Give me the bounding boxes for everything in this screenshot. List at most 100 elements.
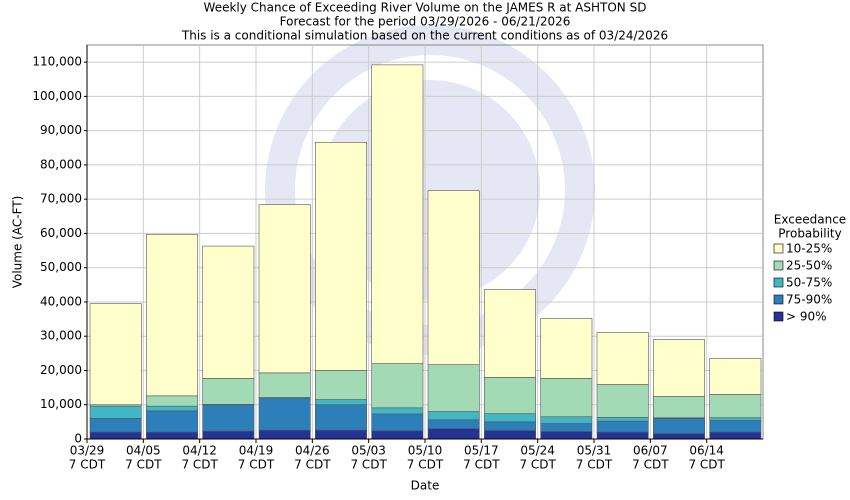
bar-segment — [371, 64, 424, 364]
bar-segment — [146, 395, 198, 407]
bar-segment — [540, 318, 593, 379]
legend-label: 75-90% — [786, 293, 832, 307]
x-tick-label: 04/19 — [239, 444, 274, 458]
bar-segment — [653, 396, 705, 419]
x-tick-label: 05/03 — [351, 444, 386, 458]
bar-segment — [258, 204, 311, 374]
bar-segment — [202, 404, 255, 432]
bar-segment — [315, 429, 367, 440]
legend-swatch — [773, 294, 784, 305]
legend-title: Probability — [778, 227, 841, 241]
bar-segment — [596, 384, 649, 418]
bar-segment — [371, 430, 424, 440]
x-tick-label: 05/10 — [408, 444, 443, 458]
bar-segment — [540, 423, 593, 432]
bar-segment — [89, 431, 142, 440]
bar-segment — [427, 428, 480, 440]
bar-segment — [89, 303, 142, 406]
y-tick-label: 50,000 — [40, 260, 82, 274]
bar-segment — [596, 332, 649, 385]
bar-segment — [540, 378, 593, 418]
legend-label: 10-25% — [786, 242, 832, 256]
bar-segment — [258, 372, 311, 398]
bar-segment — [427, 190, 480, 365]
bar-segment — [540, 431, 593, 440]
bar-segment — [596, 431, 649, 440]
y-tick-label: 60,000 — [40, 226, 82, 240]
x-tick-label: 04/05 — [126, 444, 161, 458]
bar-segment — [709, 431, 762, 440]
bar-segment — [596, 417, 649, 422]
x-tick-sublabel: 7 CDT — [519, 458, 556, 472]
bar-segment — [202, 245, 255, 379]
bar-segment — [709, 394, 762, 419]
y-tick-label: 30,000 — [40, 329, 82, 343]
bar-segment — [146, 431, 198, 440]
bar-segment — [709, 358, 762, 395]
x-tick-sublabel: 7 CDT — [688, 458, 725, 472]
legend-label: 25-50% — [786, 259, 832, 273]
bar-segment — [596, 420, 649, 433]
x-tick-sublabel: 7 CDT — [125, 458, 162, 472]
x-tick-label: 05/17 — [464, 444, 499, 458]
bar-segment — [315, 142, 367, 371]
title-line: This is a conditional simulation based o… — [181, 29, 668, 43]
bar-segment — [146, 234, 198, 397]
x-tick-sublabel: 7 CDT — [463, 458, 500, 472]
bar-segment — [484, 289, 536, 378]
legend-swatch — [773, 243, 784, 254]
y-tick-label: 100,000 — [32, 89, 82, 103]
x-tick-sublabel: 7 CDT — [69, 458, 106, 472]
x-tick-sublabel: 7 CDT — [350, 458, 387, 472]
x-tick-sublabel: 7 CDT — [632, 458, 669, 472]
x-tick-sublabel: 7 CDT — [576, 458, 613, 472]
x-tick-sublabel: 7 CDT — [294, 458, 331, 472]
legend-swatch — [773, 260, 784, 271]
x-tick-sublabel: 7 CDT — [238, 458, 275, 472]
bar-segment — [427, 411, 480, 421]
bar-segment — [315, 370, 367, 400]
bar-segment — [653, 339, 705, 397]
y-axis-label: Volume (AC-FT) — [11, 196, 25, 289]
bar-segment — [371, 363, 424, 409]
bar-segment — [709, 420, 762, 433]
x-tick-label: 03/29 — [70, 444, 105, 458]
y-tick-label: 10,000 — [40, 397, 82, 411]
y-tick-label: 70,000 — [40, 192, 82, 206]
bar-segment — [258, 429, 311, 440]
title-line: Weekly Chance of Exceeding River Volume … — [204, 1, 647, 15]
x-tick-sublabel: 7 CDT — [407, 458, 444, 472]
y-tick-label: 0 — [74, 432, 82, 446]
bar-segment — [427, 364, 480, 412]
x-tick-label: 06/07 — [633, 444, 668, 458]
bar-segment — [89, 418, 142, 433]
x-tick-label: 04/12 — [182, 444, 217, 458]
legend-label: > 90% — [786, 310, 827, 324]
y-tick-label: 110,000 — [32, 55, 82, 69]
bar-segment — [484, 413, 536, 423]
bar-segment — [202, 430, 255, 440]
bar-segment — [315, 404, 367, 431]
bar-segment — [709, 417, 762, 421]
x-tick-label: 06/14 — [689, 444, 724, 458]
legend-title: Exceedance — [774, 213, 846, 227]
bar-segment — [89, 405, 142, 419]
y-tick-label: 40,000 — [40, 294, 82, 308]
bar-segment — [315, 399, 367, 406]
legend-swatch — [773, 311, 784, 322]
x-tick-label: 04/26 — [295, 444, 330, 458]
x-tick-label: 05/24 — [520, 444, 555, 458]
bar-segment — [484, 421, 536, 431]
bar-segment — [427, 419, 480, 430]
bar-segment — [202, 378, 255, 405]
bar-segment — [484, 377, 536, 414]
bar-segment — [540, 416, 593, 424]
legend-label: 50-75% — [786, 276, 832, 290]
x-tick-sublabel: 7 CDT — [181, 458, 218, 472]
title-line: Forecast for the period 03/29/2026 - 06/… — [280, 15, 571, 29]
bar-segment — [653, 433, 705, 440]
y-tick-label: 90,000 — [40, 123, 82, 137]
bar-segment — [371, 413, 424, 432]
bar-segment — [371, 407, 424, 415]
